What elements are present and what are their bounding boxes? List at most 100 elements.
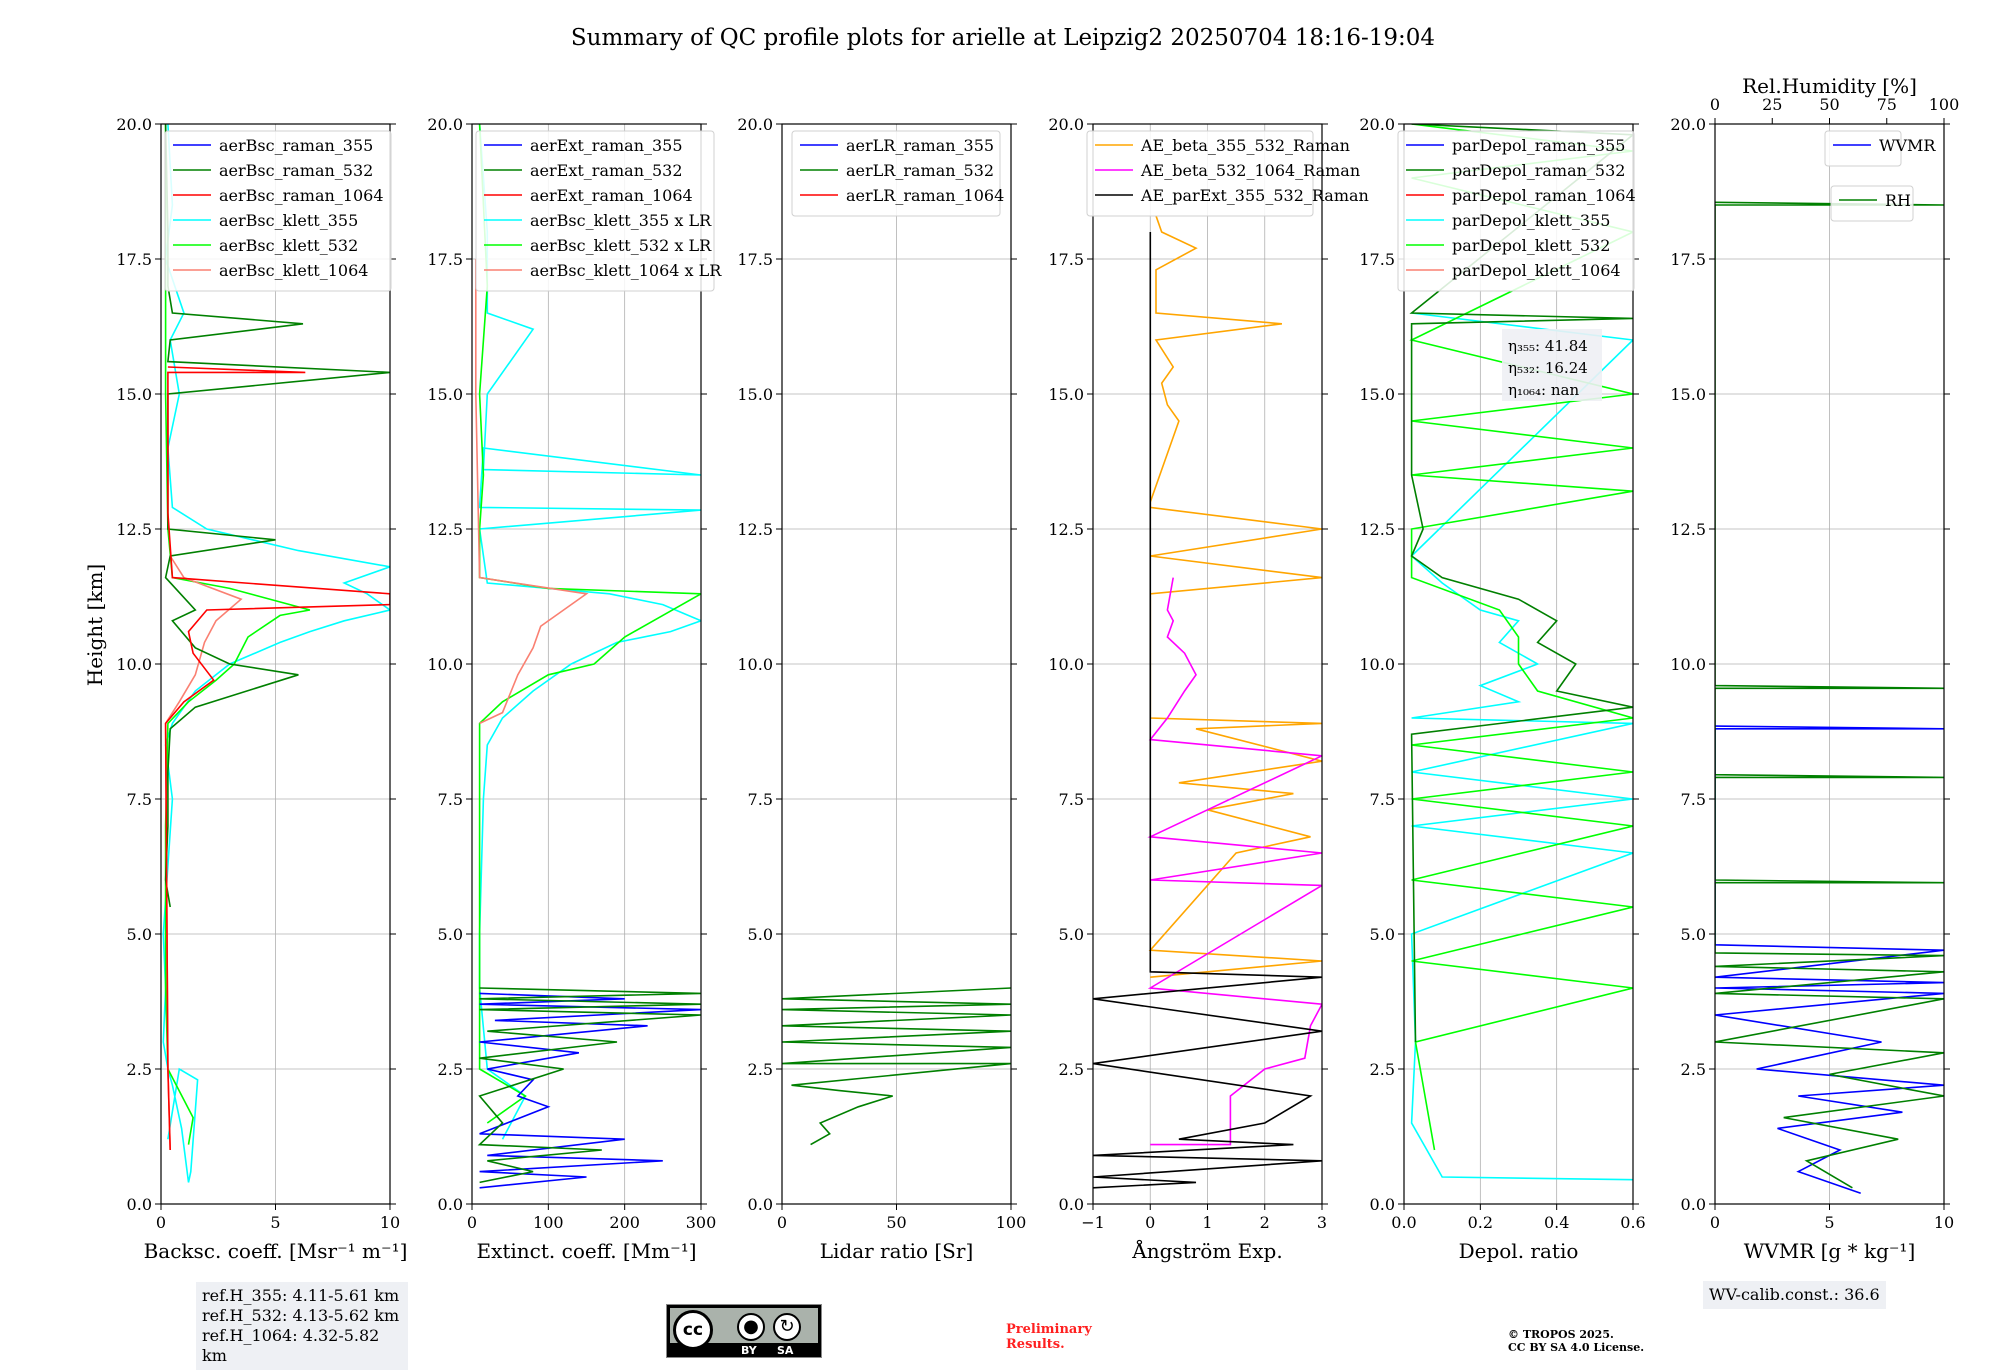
copyright-line-2: CC BY SA 4.0 License.: [1508, 1341, 1645, 1354]
ref-height-532: ref.H_532: 4.13-5.62 km: [202, 1306, 400, 1325]
depol-eta-bg: [1502, 329, 1602, 401]
ext-frame: [471, 123, 702, 1205]
depol-ytick-label: 0.0: [1370, 1195, 1395, 1214]
ae-series-AE_beta_532_1064_Raman: [1147, 577, 1322, 1146]
bsc-ytick-label: 0.0: [127, 1195, 152, 1214]
ext-legend: aerExt_raman_355 aerExt_raman_532 aerExt_r…: [475, 130, 722, 292]
bsc-xtick-label: 10: [380, 1213, 400, 1232]
depol-ytick-label: 20.0: [1359, 115, 1395, 134]
attribution-icon: ●: [737, 1313, 765, 1341]
ref-height-355: ref.H_355: 4.11-5.61 km: [202, 1286, 400, 1305]
ext-xtick-label: 0: [467, 1213, 477, 1232]
bsc-series-aerBsc_klett_355: [162, 124, 390, 1183]
depol-legend: parDepol_raman_355 parDepol_raman_532 parD…: [1397, 130, 1636, 292]
cc-icon: cc: [673, 1310, 713, 1350]
ext-ytick-label: 5.0: [438, 925, 463, 944]
wv-ytick-label: 10.0: [1670, 655, 1706, 674]
bsc-legend-entry: aerBsc_raman_355: [219, 136, 373, 155]
bsc-series-aerBsc_raman_1064: [164, 366, 390, 1151]
ext-ytick-label: 15.0: [427, 385, 463, 404]
depol-xtick-label: 0.0: [1391, 1213, 1416, 1232]
wv-legend-entry: WVMR: [1879, 136, 1936, 155]
ref-height-box: ref.H_355: 4.11-5.61 km ref.H_532: 4.13-…: [196, 1282, 408, 1370]
lr-series-group: [782, 987, 1011, 1146]
panel-wv: 0 5 10 0.0 2.5 5.0 7.5 10.0 12.5 15.0 17.5 20.0 WVMR…: [1670, 74, 1959, 1263]
license-by-label: BY: [741, 1344, 757, 1357]
ext-series-aerBsc_klett_532 x LR: [478, 124, 701, 1124]
depol-eta-line: η₃₅₅: 41.84: [1508, 337, 1588, 355]
wv-series-group: [1715, 201, 1944, 1194]
depol-legend-entry: parDepol_raman_532: [1452, 161, 1625, 180]
panels-group: 0 5 100.02.55.07.510.012.515.017.520.0Back…: [116, 74, 1959, 1263]
ext-ytick-label: 7.5: [438, 790, 463, 809]
preliminary-line-1: Preliminary: [1006, 1322, 1092, 1337]
lr-ytick-label: 5.0: [748, 925, 773, 944]
lr-frame: [781, 123, 1012, 1205]
ext-ytick-label: 2.5: [438, 1060, 463, 1079]
ae-xtick-label: 0: [1145, 1213, 1155, 1232]
ae-xlabel: Ångström Exp.: [1131, 1238, 1282, 1263]
depol-legend-entry: parDepol_raman_355: [1452, 136, 1625, 155]
ext-xtick-label: 200: [609, 1213, 640, 1232]
ae-xtick-label: 1: [1202, 1213, 1212, 1232]
ae-ytick-label: 20.0: [1048, 115, 1084, 134]
bsc-legend-entry: aerBsc_klett_1064: [219, 261, 368, 280]
panel-ae: −1 0 1 2 3 0.0 2.5 5.0 7.5 10.0 12.5 15.0 17.5 20.0 Ån…: [1048, 115, 1368, 1263]
depol-legend-entry: parDepol_klett_355: [1452, 211, 1610, 230]
bsc-ytick-label: 15.0: [116, 385, 152, 404]
wv-top-xtick-label: 75: [1877, 95, 1897, 114]
bsc-series-aerBsc_raman_532: [164, 124, 390, 908]
ext-xtick-label: 100: [533, 1213, 564, 1232]
ext-series-aerExt_raman_355: [479, 992, 701, 1189]
depol-xtick-label: 0.6: [1620, 1213, 1645, 1232]
lr-ytick-label: 20.0: [737, 115, 773, 134]
wv-xtick-label: 0: [1710, 1213, 1720, 1232]
ae-ytick-label: 12.5: [1048, 520, 1084, 539]
depol-eta-line: η₁₀₆₄: nan: [1508, 381, 1579, 399]
ext-series-group: [474, 124, 701, 1189]
wv-ytick-label: 20.0: [1670, 115, 1706, 134]
share-alike-icon: ↻: [773, 1313, 801, 1341]
panel-depol: 0.0 0.2 0.4 0.6 0.0 2.5 5.0 7.5 10.0 12.5 15.0 17.5…: [1359, 115, 1645, 1263]
wv-top-xtick-label: 50: [1819, 95, 1839, 114]
depol-ytick-label: 2.5: [1370, 1060, 1395, 1079]
wv-legend-box: [1824, 130, 1902, 167]
bsc-ytick-label: 2.5: [127, 1060, 152, 1079]
ext-series-aerExt_raman_532: [477, 987, 701, 1184]
depol-xlabel: Depol. ratio: [1459, 1239, 1579, 1263]
ext-series-aerBsc_klett_1064 x LR: [474, 259, 589, 725]
wv-top-xtick-label: 0: [1710, 95, 1720, 114]
wv-xtick-label: 5: [1824, 1213, 1834, 1232]
bsc-series-group: [162, 124, 390, 1183]
lr-legend: aerLR_raman_355 aerLR_raman_532 aerLR_rama…: [791, 130, 1004, 217]
depol-ytick-label: 15.0: [1359, 385, 1395, 404]
preliminary-notice: Preliminary Results.: [1006, 1322, 1092, 1352]
ae-xtick-label: 2: [1260, 1213, 1270, 1232]
wv-calib-box: WV-calib.const.: 36.6: [1703, 1281, 1886, 1309]
wv-ytick-label: 15.0: [1670, 385, 1706, 404]
ae-ytick-label: 2.5: [1059, 1060, 1084, 1079]
ext-ytick-label: 0.0: [438, 1195, 463, 1214]
ext-ytick-label: 12.5: [427, 520, 463, 539]
lr-series-aerLR_raman_532: [782, 987, 1011, 1146]
ae-ytick-label: 10.0: [1048, 655, 1084, 674]
wv-legend-box: [1830, 185, 1914, 222]
bsc-xtick-label: 0: [156, 1213, 166, 1232]
bsc-legend-box: [164, 130, 392, 292]
depol-legend-entry: parDepol_klett_1064: [1452, 261, 1621, 280]
wv-ytick-label: 2.5: [1681, 1060, 1706, 1079]
lr-legend-entry: aerLR_raman_532: [846, 161, 994, 180]
lr-ytick-label: 2.5: [748, 1060, 773, 1079]
depol-eta-box: η₃₅₅: 41.84 η₅₃₂: 16.24 η₁₀₆₄: nan: [1502, 329, 1602, 401]
ae-legend: AE_beta_355_532_Raman AE_beta_532_1064_Ra…: [1086, 130, 1369, 217]
wv-ytick-label: 7.5: [1681, 790, 1706, 809]
y-axis-label: Height [km]: [83, 564, 107, 686]
bsc-frame: [160, 123, 391, 1205]
wv-ytick-label: 12.5: [1670, 520, 1706, 539]
ae-ytick-label: 0.0: [1059, 1195, 1084, 1214]
preliminary-line-2: Results.: [1006, 1337, 1065, 1352]
lr-legend-entry: aerLR_raman_355: [846, 136, 994, 155]
wv-top-xlabel: Rel.Humidity [%]: [1742, 74, 1917, 98]
ext-legend-entry: aerBsc_klett_355 x LR: [530, 211, 712, 230]
